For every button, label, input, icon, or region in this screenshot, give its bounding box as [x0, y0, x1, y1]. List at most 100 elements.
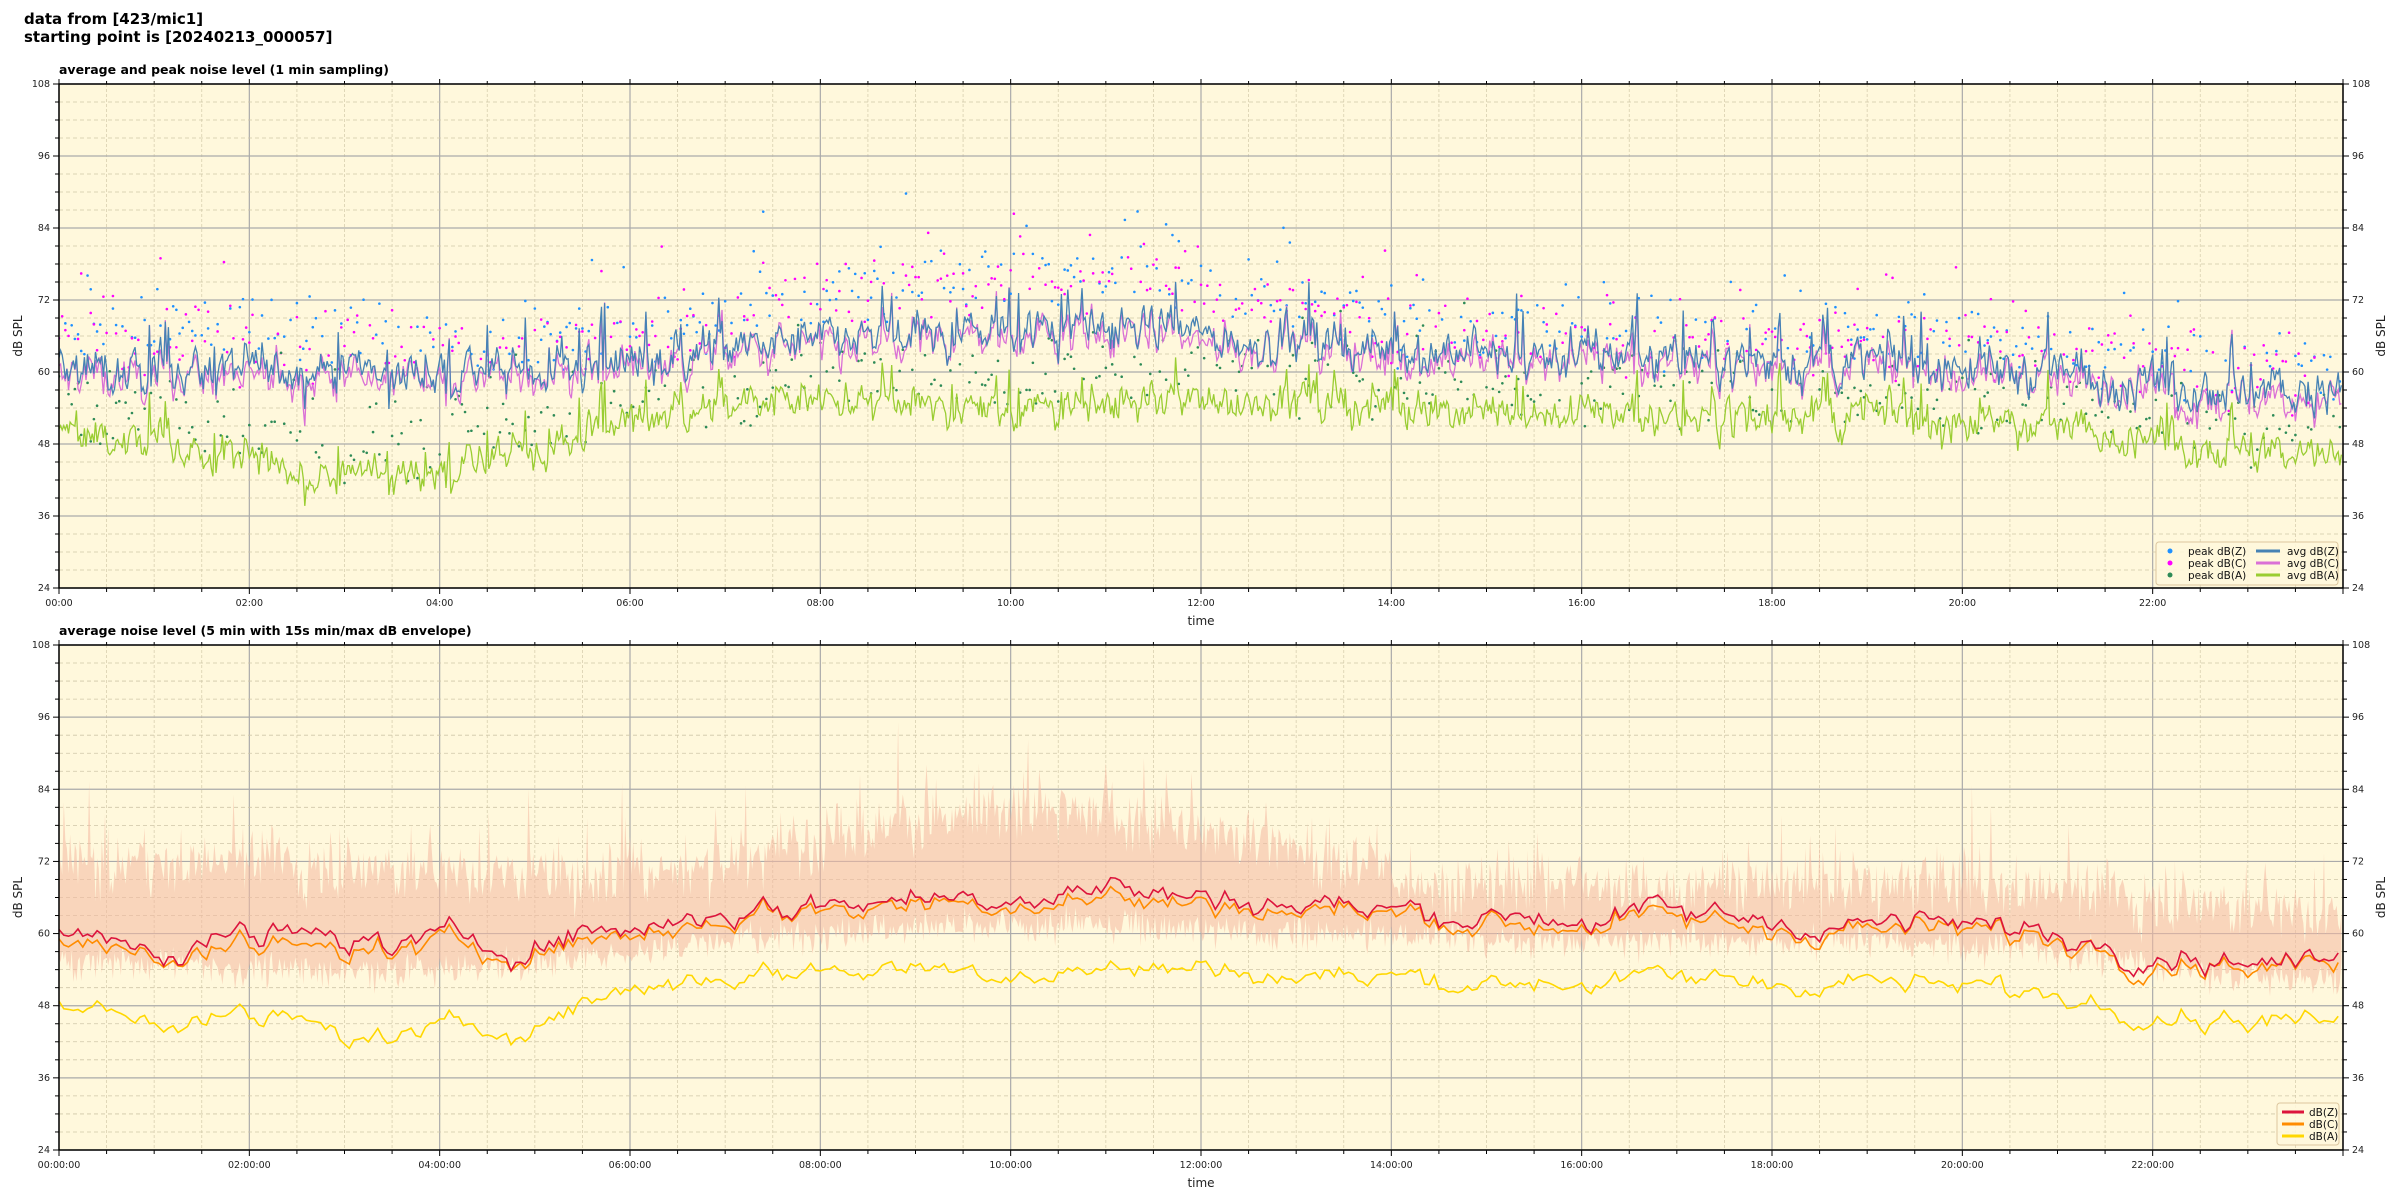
series-line-dbz	[59, 876, 2339, 978]
peak-point	[2033, 359, 2037, 363]
peak-point	[251, 298, 254, 301]
legend-item: avg dB(C)	[2256, 558, 2339, 570]
peak-point	[2005, 419, 2009, 423]
data-layer	[59, 192, 2343, 506]
peak-point	[263, 424, 267, 427]
peak-point	[152, 352, 156, 355]
peak-point	[1221, 319, 1225, 322]
peak-point	[590, 258, 594, 262]
peak-point	[1488, 312, 1491, 316]
peak-point	[2129, 410, 2132, 413]
peak-point	[1288, 241, 1292, 244]
peak-point	[533, 429, 537, 433]
y-tick-label: 84	[38, 223, 50, 234]
x-tick-label: 08:00	[807, 598, 834, 609]
peak-point	[102, 342, 105, 346]
peak-point	[822, 287, 825, 291]
peak-point	[1380, 307, 1384, 311]
peak-point	[2192, 328, 2196, 331]
peak-point	[489, 330, 492, 334]
peak-point	[1437, 366, 1441, 370]
peak-point	[374, 333, 378, 336]
legend-marker	[2167, 560, 2173, 566]
peak-point	[1697, 345, 1701, 348]
peak-point	[1983, 325, 1986, 328]
y-tick-label-right: 24	[2352, 583, 2364, 594]
peak-point	[869, 296, 873, 299]
peak-point	[270, 420, 273, 424]
y-tick-label-right: 36	[2352, 1073, 2364, 1084]
peak-point	[1183, 249, 1187, 253]
plot-frame	[58, 644, 2344, 1151]
peak-point	[400, 431, 403, 435]
peak-point	[130, 336, 134, 340]
chart-title: average noise level (5 min with 15s min/…	[59, 623, 472, 638]
peak-point	[1237, 370, 1241, 374]
peak-point	[295, 439, 299, 442]
peak-point	[872, 361, 876, 364]
peak-point	[1304, 301, 1307, 305]
peak-point	[1041, 256, 1044, 260]
peak-point	[1009, 269, 1012, 272]
peak-point	[178, 332, 181, 335]
peak-point	[2192, 333, 2196, 337]
peak-point	[866, 318, 870, 322]
peak-point	[1110, 267, 1114, 270]
peak-point	[1726, 339, 1729, 343]
peak-point	[1738, 360, 1742, 363]
peak-point	[181, 354, 185, 357]
peak-point	[1862, 395, 1866, 399]
peak-point	[1621, 392, 1625, 396]
peak-point	[1263, 285, 1266, 288]
peak-point	[685, 314, 689, 318]
peak-point	[2186, 348, 2189, 351]
peak-point	[1323, 291, 1327, 295]
peak-point	[1475, 319, 1479, 323]
peak-point	[2062, 353, 2066, 356]
peak-point	[771, 294, 775, 297]
peak-point	[2037, 326, 2040, 329]
peak-point	[1707, 418, 1710, 422]
peak-point	[270, 298, 273, 302]
peak-point	[761, 361, 765, 364]
peak-point	[825, 370, 828, 373]
peak-point	[574, 327, 578, 330]
peak-point	[2021, 326, 2024, 330]
peak-point	[216, 400, 219, 403]
peak-point	[2110, 341, 2113, 344]
peak-point	[2294, 354, 2297, 358]
peak-point	[2148, 416, 2151, 420]
peak-point	[1336, 297, 1339, 300]
peak-point	[1269, 320, 1273, 323]
peak-point	[1424, 392, 1428, 395]
peak-point	[1983, 394, 1986, 398]
y-tick-label-right: 84	[2352, 784, 2364, 795]
peak-point	[679, 318, 683, 322]
peak-point	[1063, 268, 1066, 271]
peak-point	[1250, 293, 1254, 297]
peak-point	[2157, 368, 2161, 371]
peak-point	[1659, 385, 1663, 388]
peak-point	[2256, 385, 2259, 389]
x-tick-label: 16:00:00	[1560, 1160, 1603, 1171]
peak-point	[1805, 334, 1809, 338]
peak-point	[1409, 306, 1412, 310]
peak-point	[232, 388, 235, 391]
peak-point	[1190, 278, 1193, 282]
y-tick-label: 72	[38, 295, 50, 306]
peak-point	[1738, 288, 1742, 292]
peak-point	[1323, 310, 1327, 314]
peak-point	[1107, 279, 1111, 283]
peak-point	[1351, 299, 1355, 303]
peak-point	[1773, 335, 1777, 339]
peak-point	[581, 330, 584, 333]
peak-point	[1961, 376, 1964, 380]
peak-point	[736, 396, 740, 400]
peak-point	[1995, 418, 1999, 422]
peak-point	[857, 359, 860, 363]
peak-point	[1659, 321, 1663, 324]
peak-point	[1133, 355, 1136, 359]
peak-point	[863, 320, 867, 324]
peak-point	[289, 318, 292, 322]
peak-point	[1088, 233, 1092, 237]
